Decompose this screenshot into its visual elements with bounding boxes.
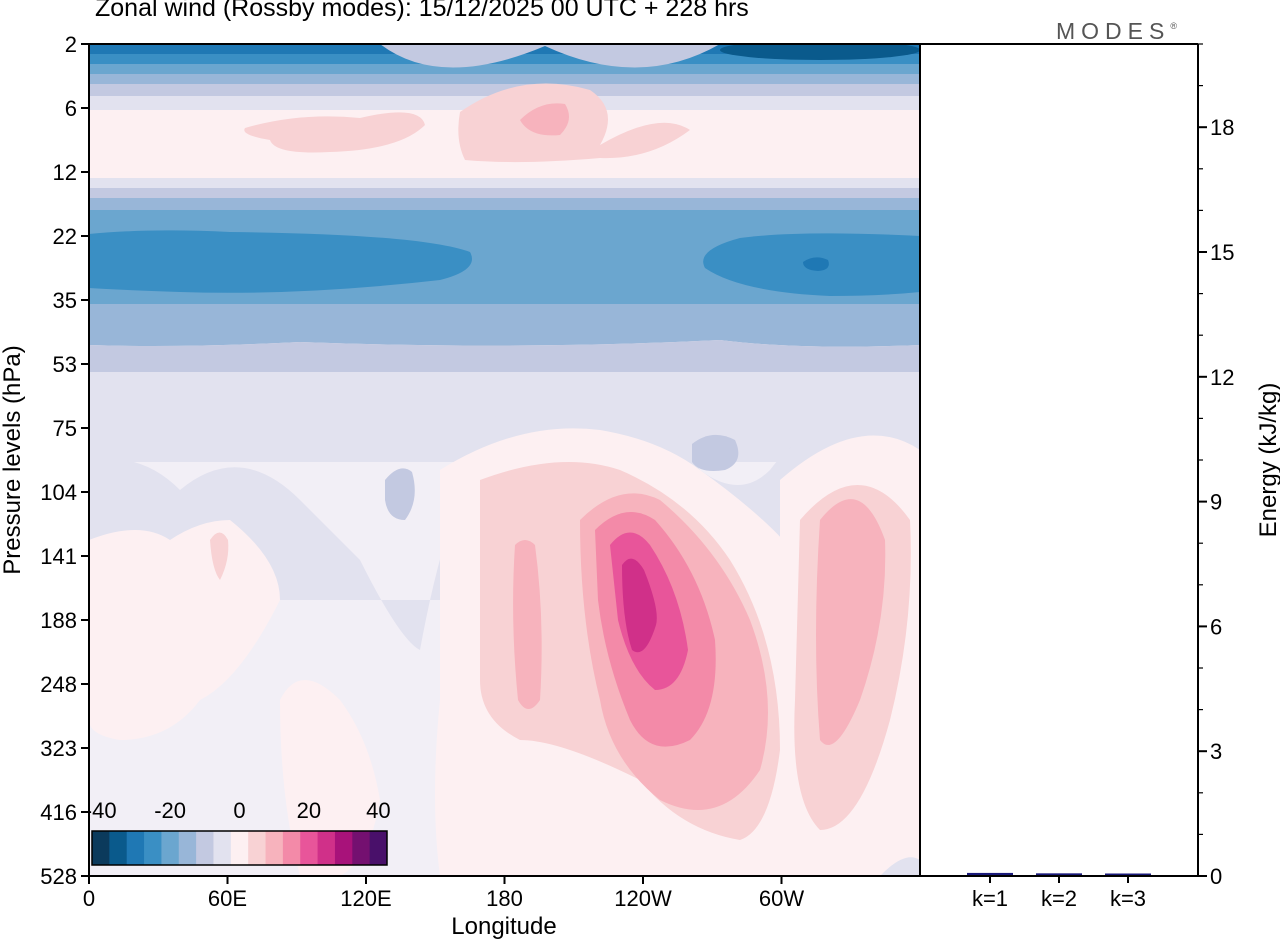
contour-field — [89, 44, 920, 876]
colorbar-swatch — [92, 831, 110, 865]
colorbar-swatch — [369, 831, 388, 865]
energy-axis: 0 3 6 9 12 15 18 — [1198, 43, 1234, 889]
colorbar-swatch — [144, 831, 162, 865]
colorbar-swatch — [126, 831, 145, 865]
negative-cell-140E — [385, 468, 415, 520]
y-tick-label: 35 — [53, 288, 77, 313]
band-low-1 — [89, 304, 920, 318]
band-mid-3 — [89, 198, 920, 210]
energy-bar-k2 — [1036, 873, 1082, 875]
energy-bar-label: k=3 — [1110, 886, 1146, 911]
y-tick-label: 12 — [53, 160, 77, 185]
colorbar-tick-label: 40 — [366, 798, 390, 823]
y-tick-label: 528 — [40, 864, 77, 889]
x-tick-label: 120W — [614, 886, 672, 911]
y-tick-label: 2 — [65, 32, 77, 57]
colorbar-swatch — [109, 831, 128, 865]
y-tick-label: 416 — [40, 800, 77, 825]
colorbar-tick-label: -20 — [154, 798, 186, 823]
positive-cell-180 — [513, 540, 542, 709]
energy-tick-label: 6 — [1210, 614, 1222, 639]
y-axis-label: Pressure levels (hPa) — [0, 345, 26, 574]
x-tick-label: 0 — [83, 886, 95, 911]
negative-corner-cell — [880, 857, 920, 876]
brand-text: MODES — [1056, 18, 1171, 44]
y-tick-label: 22 — [53, 224, 77, 249]
colorbar-swatch — [161, 831, 180, 865]
colorbar-tick-label: 20 — [297, 798, 321, 823]
energy-tick-label: 3 — [1210, 739, 1222, 764]
westerly-max-core — [622, 558, 657, 653]
positive-cell-60E — [210, 532, 229, 580]
colorbar-swatch — [196, 831, 214, 865]
energy-bar-label: k=2 — [1041, 886, 1077, 911]
colorbar-swatch — [178, 831, 197, 865]
band-mid-4 — [89, 210, 920, 224]
negative-cell-90W — [692, 434, 739, 471]
jet-core-west — [89, 230, 472, 293]
x-tick-label: 60E — [208, 886, 247, 911]
energy-tick-label: 0 — [1210, 864, 1222, 889]
band-top-3 — [89, 64, 920, 74]
band-top-core — [720, 44, 920, 60]
energy-tick-label: 18 — [1210, 115, 1234, 140]
band-mid-2 — [89, 188, 920, 198]
colorbar-swatch — [317, 831, 336, 865]
energy-bar-k3 — [1105, 873, 1151, 875]
y-tick-label: 188 — [40, 608, 77, 633]
band-mid-1 — [89, 178, 920, 188]
colorbar-frame — [91, 830, 388, 866]
band-low-3 — [89, 340, 920, 380]
upper-positive-lobe-60E — [244, 112, 425, 153]
colorbar-swatch — [265, 831, 284, 865]
colorbar-swatch — [334, 831, 353, 865]
modes-logo: MODES® — [1056, 18, 1177, 45]
colorbar-swatch — [282, 831, 301, 865]
x-axis-label: Longitude — [451, 913, 556, 940]
energy-bar-k1 — [967, 872, 1013, 875]
y-tick-label: 104 — [40, 480, 77, 505]
y-tick-label: 6 — [65, 96, 77, 121]
energy-bars: k=1 k=2 k=3 — [967, 872, 1151, 911]
colorbar-swatch — [248, 831, 267, 865]
y-tick-label: 323 — [40, 736, 77, 761]
registered-mark: ® — [1170, 21, 1177, 31]
y-tick-label: 75 — [53, 416, 77, 441]
positive-lobe-30W — [816, 499, 886, 745]
energy-tick-label: 12 — [1210, 365, 1234, 390]
positive-region-west — [89, 520, 280, 740]
energy-tick-label: 9 — [1210, 490, 1222, 515]
upper-positive-lobe-180 — [458, 83, 690, 163]
x-tick-label: 120E — [340, 886, 391, 911]
colorbar-swatch — [352, 831, 371, 865]
energy-tick-label: 15 — [1210, 240, 1234, 265]
upper-positive-core-180 — [520, 103, 569, 136]
colorbar-tick-label: 0 — [233, 798, 245, 823]
x-tick-label: 180 — [486, 886, 523, 911]
colorbar-tick-labels: -40 -20 0 20 40 — [85, 798, 391, 823]
pressure-axis: 2 6 12 22 35 53 75 104 141 188 248 323 416 528 — [40, 32, 89, 889]
y-tick-label: 141 — [40, 544, 77, 569]
energy-bar-label: k=1 — [972, 886, 1008, 911]
positive-region-120E — [280, 680, 380, 876]
y-tick-label: 248 — [40, 672, 77, 697]
colorbar-swatch — [230, 831, 249, 865]
band-top-bulge — [380, 44, 720, 68]
colorbar-tick-label: -40 — [85, 798, 117, 823]
energy-axis-label: Energy (kJ/kg) — [1255, 383, 1280, 538]
colorbar-swatch — [300, 831, 319, 865]
longitude-axis: 0 60E 120E 180 120W 60W — [83, 876, 804, 911]
band-low-2 — [89, 318, 920, 347]
colorbar-swatch — [213, 831, 232, 865]
colorbar — [91, 830, 388, 866]
x-tick-label: 60W — [759, 886, 804, 911]
y-tick-label: 53 — [53, 352, 77, 377]
jet-peak-east — [803, 257, 829, 271]
band-top-4 — [89, 74, 920, 84]
chart-title: Zonal wind (Rossby modes): 15/12/2025 00… — [95, 0, 749, 22]
